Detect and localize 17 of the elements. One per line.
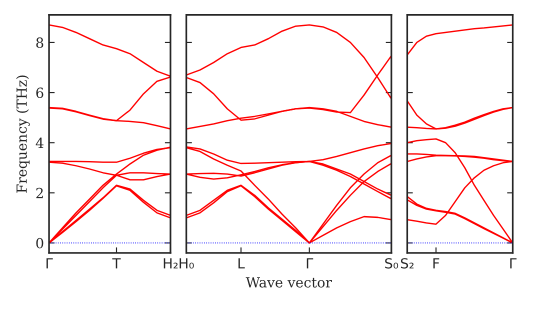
x-tick-label: Γ [510, 258, 517, 268]
x-tick-label: L [238, 258, 245, 268]
y-tick-label: 4 [36, 138, 44, 148]
x-tick-label: S₂ [400, 258, 414, 269]
x-tick-label: T [112, 258, 121, 268]
y-tick-label: 2 [36, 188, 43, 198]
y-tick-label: 8 [36, 37, 44, 48]
x-tick-label: Γ [46, 258, 53, 268]
x-tick-label: Γ [306, 258, 314, 268]
y-tick-label: 0 [36, 238, 44, 248]
x-tick-label: F [433, 258, 440, 268]
x-tick-label: H₂ [164, 258, 178, 268]
y-tick-label: 6 [36, 88, 44, 98]
x-tick-label: H₀ [180, 258, 194, 269]
x-axis-title: Wave vector [246, 277, 332, 288]
x-tick-label: S₀ [385, 258, 398, 269]
y-axis-title: Frequency (THz) [16, 75, 30, 193]
